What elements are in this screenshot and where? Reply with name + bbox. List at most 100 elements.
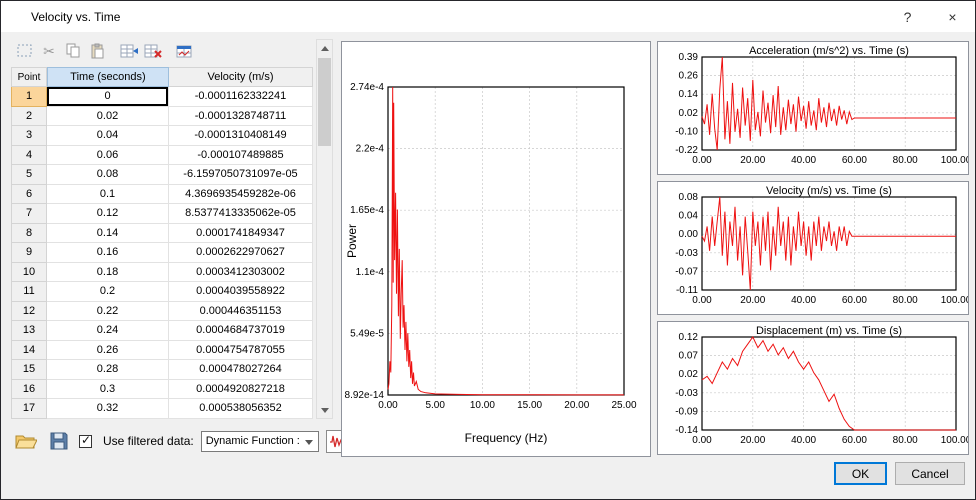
row-header[interactable]: 8 <box>11 223 47 243</box>
table-cell[interactable]: 0.0004754787055 <box>169 340 313 360</box>
table-cell[interactable]: -6.1597050731097e-05 <box>169 165 313 185</box>
table-cell[interactable]: 0.24 <box>47 321 169 341</box>
table-row: 14 0.26 0.0004754787055 <box>11 340 313 360</box>
table-cell[interactable]: 0.000478027264 <box>169 360 313 380</box>
svg-text:80.00: 80.00 <box>893 435 918 446</box>
titlebar-buttons: ? × <box>885 1 975 32</box>
table-cell[interactable]: 0.04 <box>47 126 169 146</box>
table-cell[interactable]: 8.5377413335062e-05 <box>169 204 313 224</box>
table-cell[interactable]: 0.12 <box>47 204 169 224</box>
table-row: 9 0.16 0.0002622970627 <box>11 243 313 263</box>
row-header[interactable]: 13 <box>11 321 47 341</box>
row-header[interactable]: 3 <box>11 126 47 146</box>
save-button[interactable] <box>46 429 72 453</box>
row-header[interactable]: 16 <box>11 379 47 399</box>
table-cell[interactable]: 0.14 <box>47 223 169 243</box>
table-cell[interactable]: 0.000446351153 <box>169 301 313 321</box>
table-cell[interactable]: 0.0004920827218 <box>169 379 313 399</box>
column-header-velocity[interactable]: Velocity (m/s) <box>169 67 313 87</box>
svg-text:0.14: 0.14 <box>679 89 699 100</box>
table-cell[interactable]: 0.0003412303002 <box>169 262 313 282</box>
displacement-panel: 0.12 0.07 0.02 -0.03 -0.09 -0.14 0.00 20.00 40.0… <box>657 321 972 455</box>
table-cell[interactable]: 0.18 <box>47 262 169 282</box>
table-header-row: Point Time (seconds) Velocity (m/s) <box>11 67 313 87</box>
row-header[interactable]: 15 <box>11 360 47 380</box>
svg-text:8.92e-14: 8.92e-14 <box>345 390 385 401</box>
table-cell[interactable]: -0.0001310408149 <box>169 126 313 146</box>
table-cell[interactable]: 0.2 <box>47 282 169 302</box>
table-cell[interactable]: 0.08 <box>47 165 169 185</box>
scrollbar-thumb[interactable] <box>318 58 331 146</box>
column-header-time[interactable]: Time (seconds) <box>47 67 169 87</box>
svg-text:40.00: 40.00 <box>791 435 816 446</box>
table-cell[interactable]: 0.22 <box>47 301 169 321</box>
table-cell[interactable]: 4.3696935459282e-06 <box>169 184 313 204</box>
row-header[interactable]: 10 <box>11 262 47 282</box>
copy-icon <box>66 43 80 58</box>
row-header[interactable]: 4 <box>11 145 47 165</box>
row-header[interactable]: 14 <box>11 340 47 360</box>
table-cell[interactable]: 0.0004039558922 <box>169 282 313 302</box>
svg-text:0.02: 0.02 <box>679 369 699 380</box>
table-cell[interactable]: 0.0002622970627 <box>169 243 313 263</box>
scrollbar-down-button[interactable] <box>317 402 332 418</box>
svg-text:20.00: 20.00 <box>740 155 765 166</box>
svg-text:1.1e-4: 1.1e-4 <box>356 267 385 278</box>
row-header[interactable]: 2 <box>11 106 47 126</box>
table-cell[interactable]: -0.0001162332241 <box>169 87 313 107</box>
row-header[interactable]: 7 <box>11 204 47 224</box>
table-cell[interactable]: 0.16 <box>47 243 169 263</box>
help-button[interactable]: ? <box>903 8 912 25</box>
table-cell[interactable]: 0.02 <box>47 106 169 126</box>
table-scrollbar[interactable] <box>316 39 333 419</box>
row-header[interactable]: 11 <box>11 282 47 302</box>
scrollbar-up-button[interactable] <box>317 40 332 56</box>
table-cell[interactable]: 0.28 <box>47 360 169 380</box>
table-cell[interactable]: 0.000538056352 <box>169 399 313 419</box>
table-cell[interactable]: 0.0004684737019 <box>169 321 313 341</box>
table-cell[interactable]: 0.3 <box>47 379 169 399</box>
row-header[interactable]: 17 <box>11 399 47 419</box>
paste-button[interactable] <box>85 40 109 62</box>
cut-icon: ✂ <box>43 42 55 59</box>
use-filtered-checkbox[interactable] <box>79 433 92 448</box>
row-header[interactable]: 6 <box>11 184 47 204</box>
table-cell[interactable]: -0.000107489885 <box>169 145 313 165</box>
plot-table-button[interactable] <box>173 40 197 62</box>
close-button[interactable]: × <box>948 8 957 25</box>
svg-text:-0.22: -0.22 <box>675 145 698 156</box>
chevron-down-icon <box>304 439 313 445</box>
delete-row-button[interactable] <box>141 40 165 62</box>
open-file-button[interactable] <box>13 429 39 453</box>
svg-text:0.26: 0.26 <box>679 71 699 82</box>
table-cell[interactable]: -0.0001328748711 <box>169 106 313 126</box>
function-dropdown[interactable]: Dynamic Function : <box>200 430 319 452</box>
dialog-title: Velocity vs. Time <box>31 9 121 24</box>
svg-text:20.00: 20.00 <box>740 435 765 446</box>
insert-row-button[interactable] <box>117 40 141 62</box>
cancel-button[interactable]: Cancel <box>895 462 965 485</box>
row-header[interactable]: 1 <box>11 87 47 107</box>
svg-text:0.12: 0.12 <box>679 332 699 343</box>
select-button[interactable] <box>13 40 37 62</box>
acceleration-chart: 0.39 0.26 0.14 0.02 -0.10 -0.220.00 20.00 40.00… <box>675 45 972 166</box>
svg-text:0.04: 0.04 <box>679 211 699 222</box>
table-cell[interactable]: 0.26 <box>47 340 169 360</box>
table-cell[interactable]: 0.06 <box>47 145 169 165</box>
table-cell[interactable]: 0.0001741849347 <box>169 223 313 243</box>
velocity-chart: 0.080.040.00-0.03-0.07-0.110.00 20.00 40.0… <box>675 185 972 306</box>
column-header-point[interactable]: Point <box>11 67 47 87</box>
bottom-controls: Use filtered data: Dynamic Function : <box>13 427 349 455</box>
row-header[interactable]: 5 <box>11 165 47 185</box>
table-cell[interactable]: 0 <box>47 87 169 107</box>
row-header[interactable]: 9 <box>11 243 47 263</box>
table-row: 15 0.28 0.000478027264 <box>11 360 313 380</box>
svg-text:1.65e-4: 1.65e-4 <box>350 205 384 216</box>
svg-text:100.00: 100.00 <box>941 155 968 166</box>
ok-button[interactable]: OK <box>834 462 887 485</box>
row-header[interactable]: 12 <box>11 301 47 321</box>
cut-button[interactable]: ✂ <box>37 40 61 62</box>
copy-button[interactable] <box>61 40 85 62</box>
table-cell[interactable]: 0.1 <box>47 184 169 204</box>
table-cell[interactable]: 0.32 <box>47 399 169 419</box>
